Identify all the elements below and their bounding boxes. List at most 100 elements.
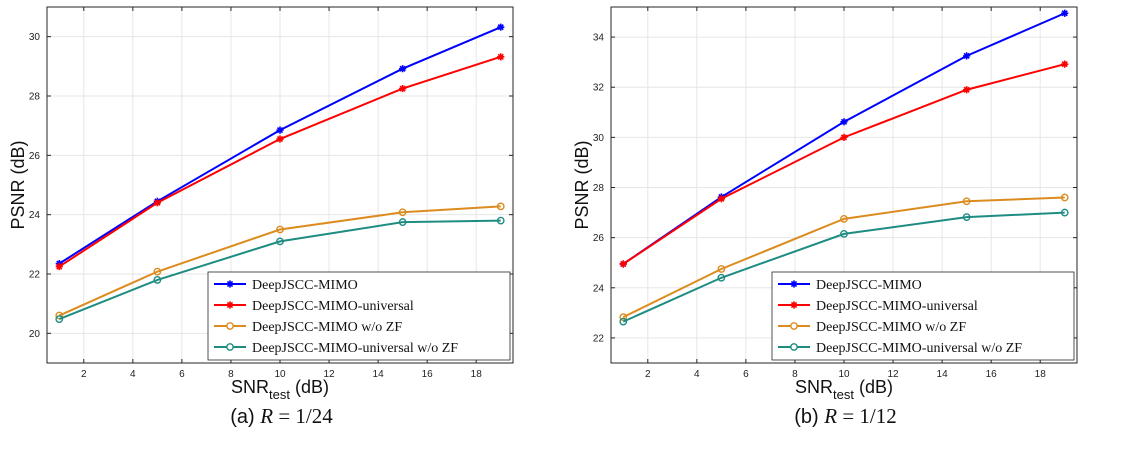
chart-a-series-0-point-4 xyxy=(497,23,505,31)
chart-b-xtick-label-10: 10 xyxy=(838,369,850,380)
chart-b-ytick-label-22: 22 xyxy=(593,333,605,344)
caption-b-var: R xyxy=(824,404,838,428)
chart-a-xlabel: SNRtest (dB) xyxy=(231,377,329,400)
chart-a-xlabel-main: SNR xyxy=(231,377,269,397)
chart-a-series-1-point-3 xyxy=(399,84,407,93)
chart-a-xlabel-unit: (dB) xyxy=(290,377,329,397)
chart-b-series-2-line xyxy=(622,196,1065,319)
caption-a: (a) R = 1/24 xyxy=(0,404,563,429)
chart-b-series-2-point-3 xyxy=(962,197,971,206)
chart-b-series-3-point-0 xyxy=(619,317,628,326)
chart-b-ytick-label-32: 32 xyxy=(593,83,605,94)
caption-b-rest: = 1/12 xyxy=(842,404,897,428)
chart-b-ytick-label-30: 30 xyxy=(593,133,605,144)
chart-b-xtick-label-14: 14 xyxy=(937,369,949,380)
chart-b-legend-label-0: DeepJSCC-MIMO xyxy=(816,278,922,293)
chart-b-series-0-point-2 xyxy=(840,118,848,126)
chart-b-series-1-point-4 xyxy=(1061,60,1069,68)
chart-a-ytick-label-22: 22 xyxy=(29,270,41,281)
chart-a-legend-marker-2 xyxy=(226,322,234,330)
chart-b-xtick-label-18: 18 xyxy=(1035,369,1047,380)
chart-a-series-0-point-3 xyxy=(399,65,407,73)
chart-a-legend-label-0: DeepJSCC-MIMO xyxy=(252,278,358,293)
chart-a-series-2-point-4 xyxy=(496,202,505,211)
chart-a-xlabel-sub: test xyxy=(269,387,290,400)
chart-b-xtick-label-12: 12 xyxy=(887,369,899,380)
chart-a-xtick-label-16: 16 xyxy=(422,369,434,380)
caption-a-prefix: (a) xyxy=(230,406,255,428)
chart-a-series-2-point-1 xyxy=(153,267,162,276)
chart-b-xlabel: SNRtest (dB) xyxy=(795,377,893,400)
chart-b-ytick-label-24: 24 xyxy=(593,283,605,294)
chart-b-series-3-line xyxy=(622,211,1065,323)
chart-b-xtick-label-8: 8 xyxy=(792,369,798,380)
chart-b-series-1-point-0 xyxy=(619,260,627,268)
chart-b-series-0-point-4 xyxy=(1061,9,1069,17)
chart-b-series-3-point-4 xyxy=(1060,208,1069,217)
chart-b-series-0-point-3 xyxy=(963,52,971,60)
chart-b-legend-marker-1 xyxy=(790,301,798,309)
chart-a-ytick-label-20: 20 xyxy=(29,329,41,340)
chart-b-series-2-point-4 xyxy=(1060,193,1069,202)
chart-a-series-3-line xyxy=(58,219,501,321)
chart-a-ytick-label-26: 26 xyxy=(29,151,41,162)
chart-b-legend-marker-2 xyxy=(790,322,798,330)
chart-b-xtick-label-6: 6 xyxy=(743,369,749,380)
chart-a-xtick-label-12: 12 xyxy=(323,369,335,380)
chart-b-series-2-point-0 xyxy=(619,313,628,322)
chart-panel-b: 2 4 6 8 10 12 14 16 18 22 24 26 28 30 32 34 SNRtest (dB)… xyxy=(564,0,1127,453)
chart-a-series-3 xyxy=(55,216,505,323)
caption-a-rest: = 1/24 xyxy=(278,404,333,428)
chart-a-series-1-point-4 xyxy=(497,53,505,61)
chart-b-series-1-point-1 xyxy=(717,195,725,203)
chart-a-legend-marker-0 xyxy=(226,280,234,288)
chart-a-series-2 xyxy=(55,202,505,320)
chart-b-series-3-point-2 xyxy=(840,229,848,238)
chart-a-ytick-label-30: 30 xyxy=(29,32,41,43)
chart-b-series-3 xyxy=(619,208,1069,326)
chart-b-xlabel-sub: test xyxy=(833,387,854,400)
chart-a-ytick-label-24: 24 xyxy=(29,210,41,221)
chart-a-ylabel: PSNR (dB) xyxy=(8,140,28,229)
chart-b-ytick-label-26: 26 xyxy=(593,233,605,244)
chart-b-legend-label-2: DeepJSCC-MIMO w/o ZF xyxy=(816,320,966,335)
chart-b-ylabel: PSNR (dB) xyxy=(572,140,592,229)
chart-a-xtick-label-18: 18 xyxy=(471,369,483,380)
chart-a-legend-label-1: DeepJSCC-MIMO-universal xyxy=(252,299,414,314)
chart-a-series-1-point-1 xyxy=(153,199,161,207)
chart-a-series-0-point-2 xyxy=(276,126,284,134)
chart-b-legend: DeepJSCC-MIMO DeepJSCC-MIMO-universal Deep… xyxy=(771,271,1075,361)
chart-a-series-1 xyxy=(55,53,505,271)
chart-a-xtick-label-2: 2 xyxy=(81,369,87,380)
chart-a-legend-marker-1 xyxy=(226,301,234,309)
chart-a-series-2-point-2 xyxy=(276,225,284,234)
chart-a-xtick-label-10: 10 xyxy=(274,369,286,380)
chart-b-legend-marker-3 xyxy=(790,343,798,351)
chart-a-legend-marker-3 xyxy=(226,343,234,351)
chart-a-xtick-label-6: 6 xyxy=(179,369,185,380)
chart-a-xtick-label-4: 4 xyxy=(130,369,136,380)
chart-a-series-2-point-3 xyxy=(398,208,407,217)
chart-a-series-3-point-0 xyxy=(55,315,64,323)
chart-a-xtick-label-8: 8 xyxy=(228,369,234,380)
chart-a-series-1-point-2 xyxy=(276,135,284,143)
chart-b-legend-label-1: DeepJSCC-MIMO-universal xyxy=(816,299,978,314)
chart-b-series-1 xyxy=(619,60,1069,268)
chart-b-ytick-label-28: 28 xyxy=(593,183,605,194)
caption-a-var: R xyxy=(260,404,274,428)
chart-b-xtick-label-2: 2 xyxy=(645,369,651,380)
chart-b-series-1-point-2 xyxy=(840,133,848,141)
chart-panel-a: 2 4 6 8 10 12 14 16 18 20 22 24 26 28 30 SNRtest (dB) PS… xyxy=(0,0,563,453)
chart-a-series-3-point-2 xyxy=(276,237,284,246)
chart-b-legend-marker-0 xyxy=(790,280,798,288)
chart-a-series-1-point-0 xyxy=(55,262,63,271)
chart-b-xlabel-unit: (dB) xyxy=(854,377,893,397)
chart-a-legend-label-2: DeepJSCC-MIMO w/o ZF xyxy=(252,320,402,335)
chart-a-series-3-point-3 xyxy=(398,218,407,226)
chart-b-ytick-label-34: 34 xyxy=(593,33,605,44)
chart-b-series-2-point-1 xyxy=(717,265,726,273)
chart-a-series-3-point-1 xyxy=(153,276,162,284)
chart-b-legend-box xyxy=(771,271,1075,361)
chart-b-series-3-point-3 xyxy=(962,213,971,221)
